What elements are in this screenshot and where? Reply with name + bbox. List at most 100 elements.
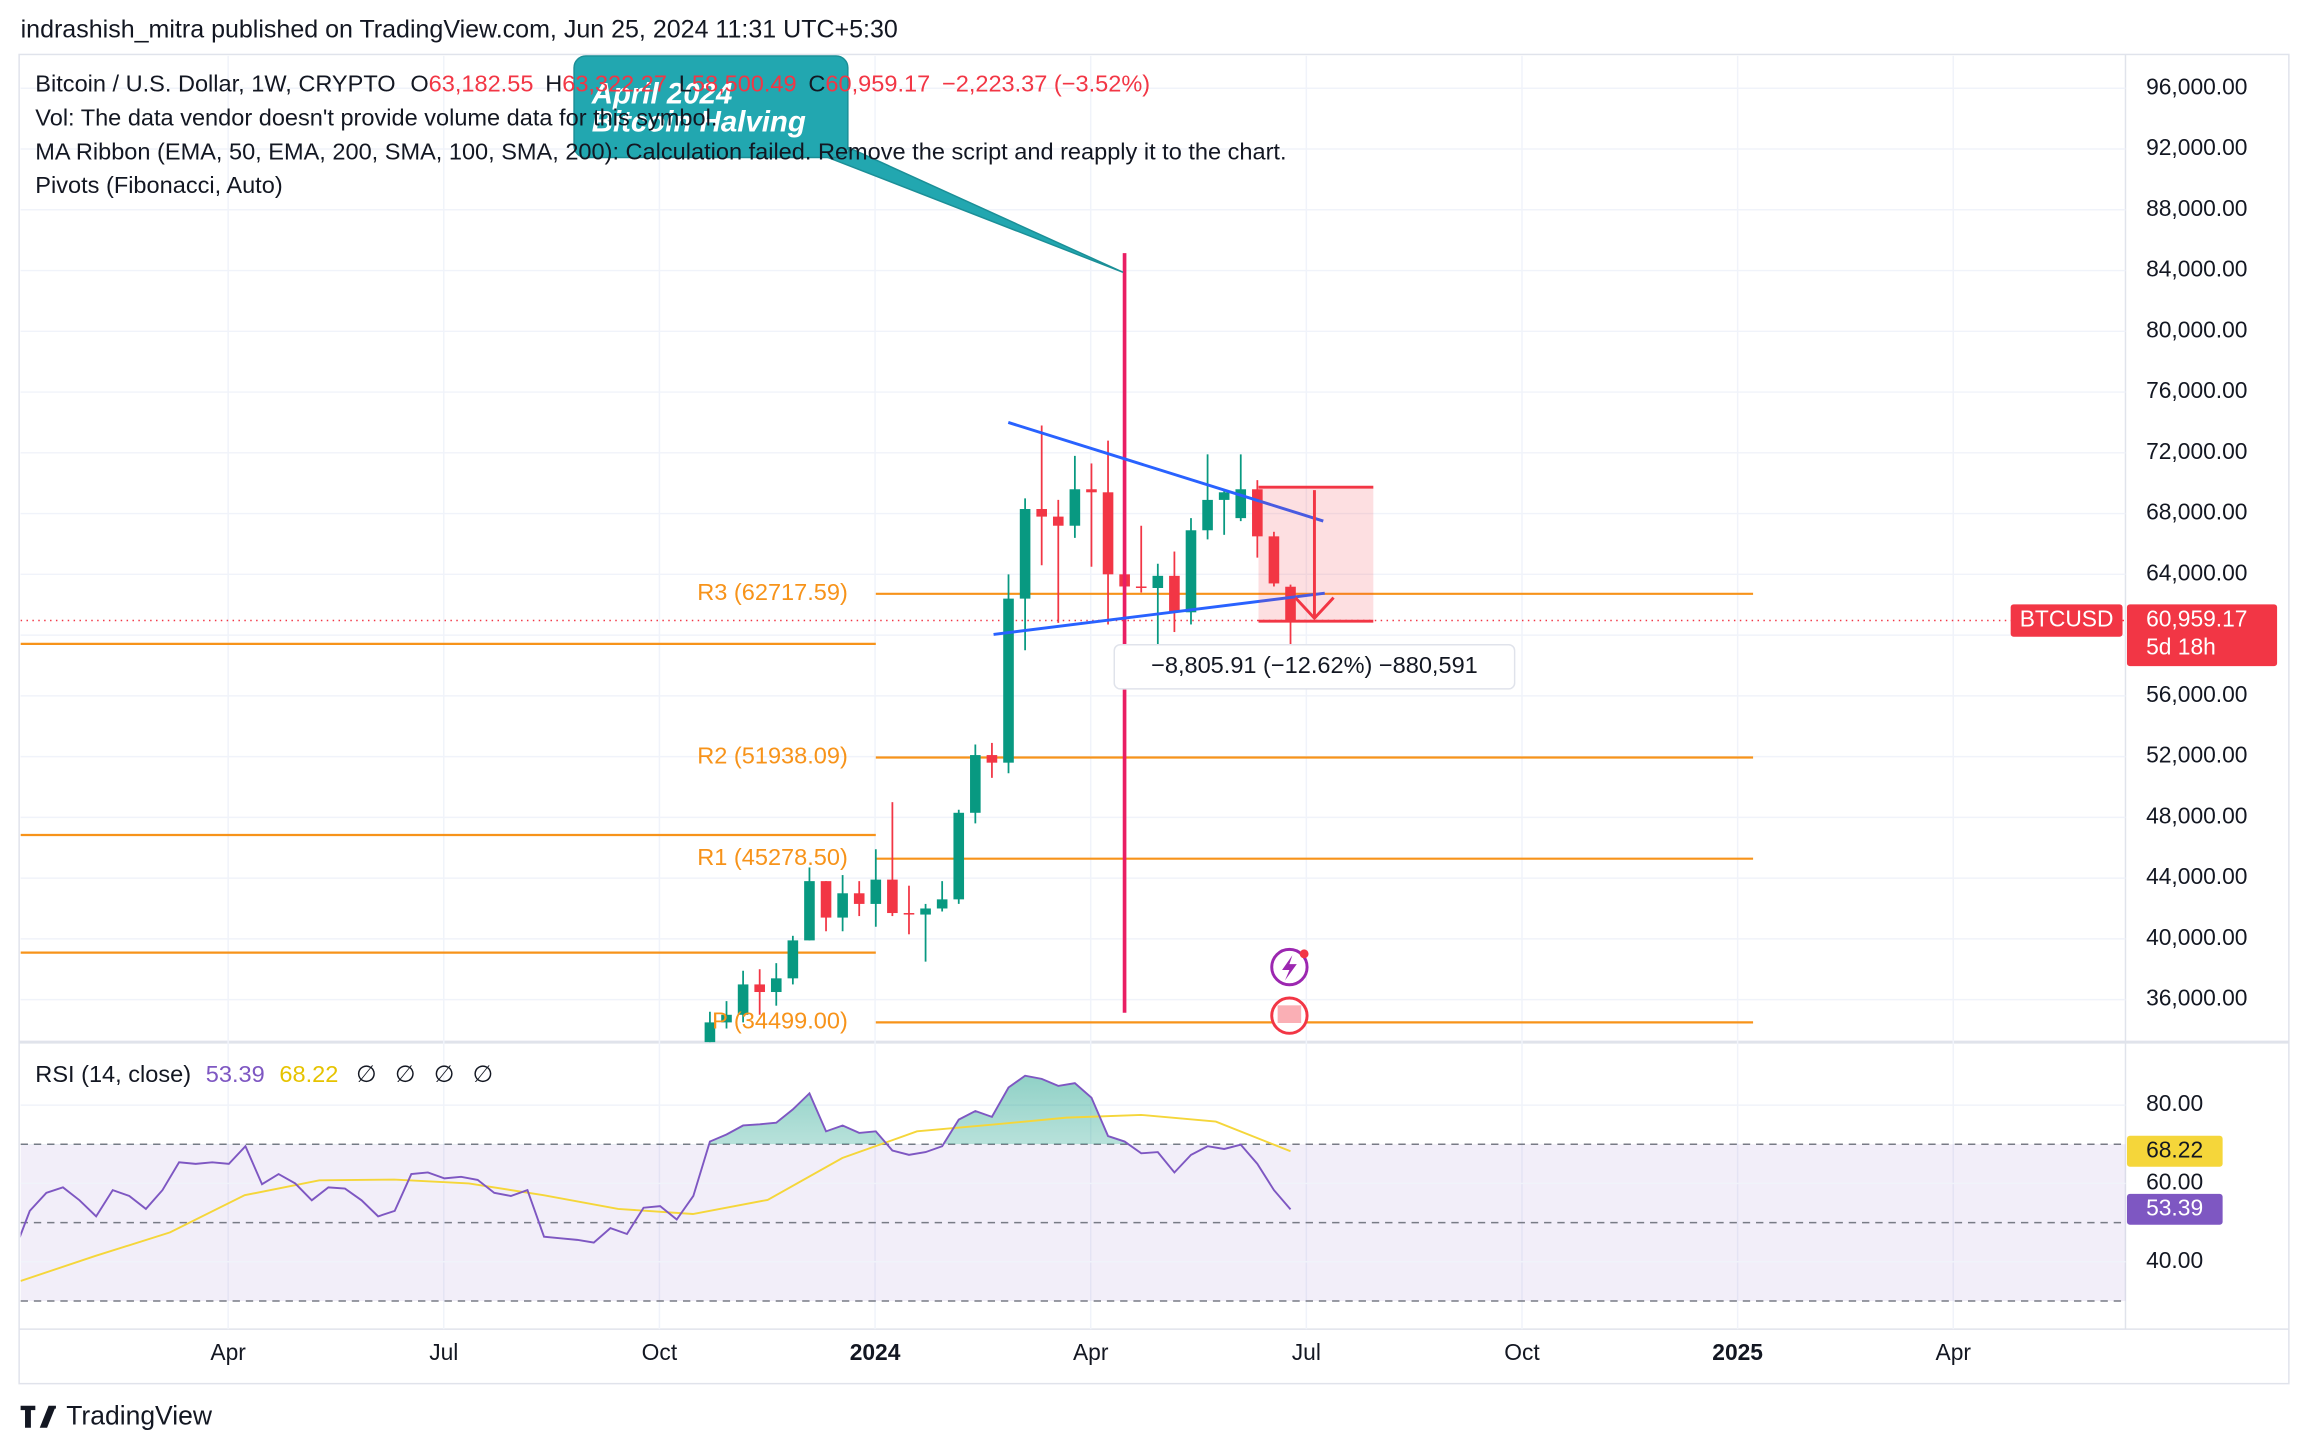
candle-body: [920, 908, 931, 915]
rsi-badge-label: 53.39: [2146, 1194, 2203, 1220]
candle-body: [970, 755, 981, 813]
legend-change: −2,223.37 (−3.52%): [942, 71, 1150, 97]
legend-ohlc-key: L: [679, 71, 692, 97]
legend-ohlc-value: 63,182.55: [429, 71, 534, 97]
candle-body: [787, 940, 799, 979]
y-tick-label: 40,000.00: [2146, 924, 2247, 950]
y-tick-label: 80.00: [2146, 1090, 2203, 1116]
candle-body: [986, 755, 998, 763]
brand: TradingView: [66, 1400, 213, 1430]
y-tick-label: 68,000.00: [2146, 499, 2247, 525]
price-badge-label: 60,959.17: [2146, 606, 2247, 632]
candle-body: [1252, 489, 1263, 537]
candle-body: [1069, 489, 1081, 526]
measure-label: −8,805.91 (−12.62%) −880,591: [1151, 652, 1478, 678]
candle-body: [887, 879, 898, 914]
y-tick-label: 80,000.00: [2146, 316, 2247, 342]
legend-ohlc-key: H: [545, 71, 562, 97]
candle-body: [853, 893, 865, 904]
candle-body: [1152, 575, 1164, 588]
candle-body: [837, 893, 848, 918]
candle-body: [1235, 489, 1247, 519]
rsi-legend-extra: ∅ ∅ ∅ ∅: [356, 1061, 499, 1087]
rsi-line: [20, 1074, 1292, 1244]
y-tick-label: 48,000.00: [2146, 802, 2247, 828]
candle-body: [953, 812, 965, 900]
callout-box: [573, 55, 849, 159]
rsi-ma-line: [20, 1113, 1291, 1282]
y-tick-label: 72,000.00: [2146, 438, 2247, 464]
y-tick-label: 84,000.00: [2146, 256, 2247, 282]
rsi-legend-value: 53.39: [206, 1061, 265, 1087]
y-tick-label: 88,000.00: [2146, 195, 2247, 221]
pivot-label: R3 (62717.59): [697, 579, 848, 605]
y-tick-label: 52,000.00: [2146, 742, 2247, 768]
candle-body: [1036, 509, 1047, 517]
candle-body: [1218, 492, 1230, 500]
candle-body: [1268, 536, 1280, 584]
legend-ohlc-key: C: [808, 71, 825, 97]
candle-body: [770, 978, 782, 993]
y-tick-label: 64,000.00: [2146, 559, 2247, 585]
measure-area: [1258, 487, 1374, 622]
event-icon: [1270, 996, 1309, 1035]
x-tick-label: Apr: [1936, 1339, 1972, 1365]
y-tick-label: 44,000.00: [2146, 863, 2247, 889]
candle-body: [737, 984, 749, 1015]
legend-symbol: Bitcoin / U.S. Dollar, 1W, CRYPTO: [35, 71, 395, 97]
measure-box: [1113, 643, 1516, 690]
candle-body: [804, 881, 815, 941]
event-dot: [1299, 949, 1309, 959]
x-tick-label: Apr: [1073, 1339, 1109, 1365]
rsi-ma-badge: [2126, 1135, 2223, 1167]
x-tick-label: Apr: [210, 1339, 246, 1365]
x-tick-label: Jul: [429, 1339, 458, 1365]
x-tick-label: Oct: [1504, 1339, 1540, 1365]
x-tick-label: 2024: [850, 1339, 901, 1365]
drawings: [573, 55, 1516, 1035]
candle-body: [1086, 489, 1097, 493]
candle-body: [754, 984, 765, 993]
rsi-legend: RSI (14, close): [35, 1061, 191, 1087]
flag-icon: [1277, 1005, 1302, 1024]
candle-body: [903, 913, 915, 915]
rsi-ma-legend-value: 68.22: [279, 1061, 338, 1087]
symbol-badge: [2010, 604, 2123, 637]
event-icon-bolt: [1282, 955, 1297, 981]
y-tick-label: 36,000.00: [2146, 985, 2247, 1011]
candle-body: [1019, 509, 1031, 599]
rsi-badge: [2126, 1193, 2223, 1225]
candle-body: [1185, 530, 1197, 613]
legend-ohlc-value: 60,959.17: [825, 71, 930, 97]
price-badge: [2126, 604, 2278, 667]
candle-body: [1102, 492, 1114, 575]
candle-body: [936, 899, 948, 909]
candle-body: [704, 1022, 716, 1043]
candle-body: [1169, 575, 1180, 613]
countdown-label: 5d 18h: [2146, 634, 2216, 660]
trend-line: [1007, 421, 1324, 523]
y-tick-label: 92,000.00: [2146, 134, 2247, 160]
y-tick-label: 60.00: [2146, 1168, 2203, 1194]
brand-logo: [20, 1405, 56, 1428]
candle-body: [721, 1014, 732, 1023]
candle-body: [1285, 586, 1296, 621]
rsi-ma-badge-label: 68.22: [2146, 1136, 2203, 1162]
legend-ohlc-key: O: [410, 71, 428, 97]
pivot-label: P (34499.00): [712, 1008, 848, 1034]
annotation-text: Bitcoin Halving: [592, 105, 806, 138]
y-tick-label: 56,000.00: [2146, 681, 2247, 707]
legend-ohlc-value: 63,322.27: [562, 71, 667, 97]
indicator-legend: Vol: The data vendor doesn't provide vol…: [35, 104, 717, 130]
legend-ohlc-value: 58,500.49: [692, 71, 797, 97]
overbought-fill-group: [709, 1075, 1129, 1145]
x-tick-label: Jul: [1292, 1339, 1321, 1365]
candle-body: [820, 881, 832, 918]
publisher: indrashish_mitra published on TradingVie…: [21, 16, 898, 44]
symbol-label: BTCUSD: [2020, 606, 2114, 632]
candle-body: [1003, 598, 1014, 763]
trend-line: [993, 591, 1325, 636]
candle-body: [1135, 586, 1147, 588]
